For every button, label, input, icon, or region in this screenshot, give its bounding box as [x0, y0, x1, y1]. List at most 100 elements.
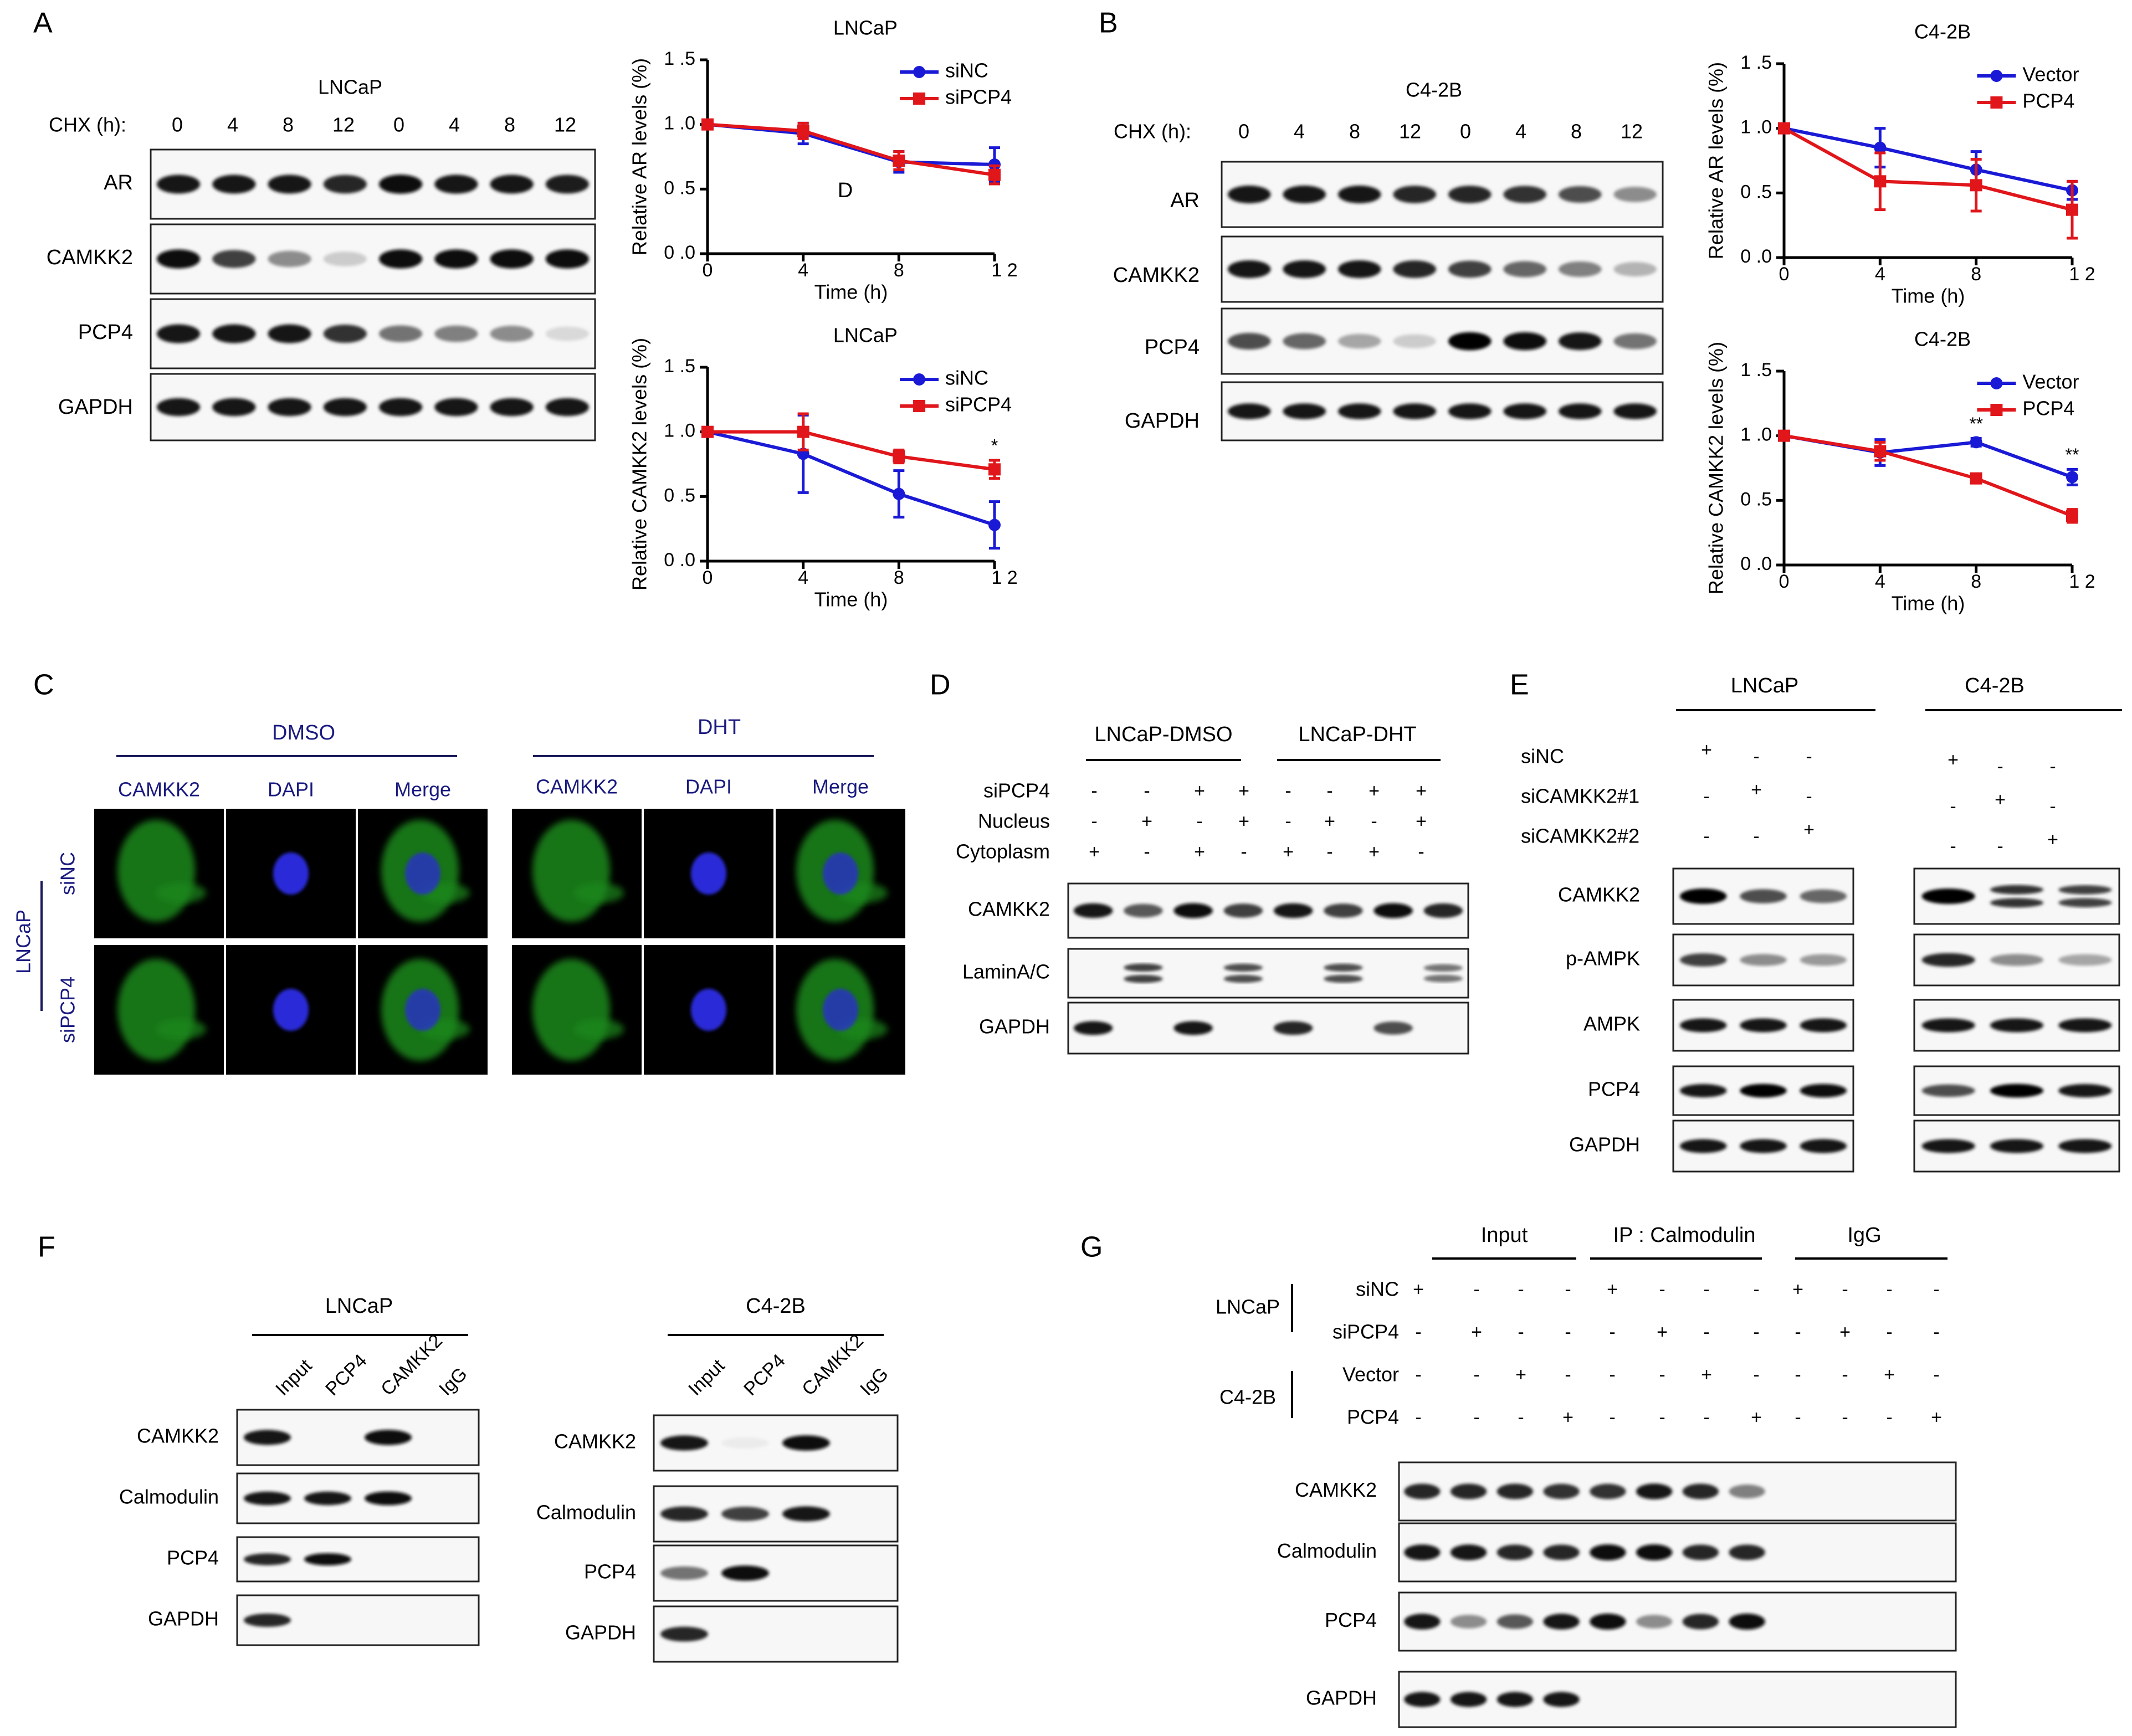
- band: [1921, 1139, 1975, 1153]
- panel-e-row-label: PCP4: [1588, 1078, 1640, 1101]
- blue-nucleus: [273, 989, 309, 1031]
- panel-d-condition-label: Nucleus: [978, 810, 1050, 833]
- panel-g-mark: +: [1751, 1407, 1762, 1428]
- panel-b-row-label: GAPDH: [1125, 409, 1200, 433]
- band: [1679, 1018, 1727, 1033]
- band: [1921, 953, 1975, 967]
- band: [1543, 1614, 1580, 1630]
- panel-letter-e: E: [1510, 669, 1529, 701]
- panel-g-mark: -: [1795, 1407, 1801, 1428]
- panel-e-blot-c42b: [1913, 999, 2120, 1052]
- panel-g-mark: -: [1795, 1364, 1801, 1385]
- panel-d-mark: +: [1238, 780, 1249, 802]
- band: [721, 1507, 769, 1521]
- blot-frame: [1398, 1671, 1957, 1728]
- data-point: [893, 155, 905, 167]
- band: [1448, 260, 1492, 278]
- band: [1590, 1614, 1626, 1630]
- band: [1223, 963, 1263, 972]
- band: [545, 249, 589, 269]
- legend-label: siNC: [945, 59, 988, 82]
- panel-g-mark: -: [1473, 1407, 1479, 1428]
- y-tick-label: 0 .0: [1740, 553, 1772, 574]
- green-process: [574, 883, 624, 903]
- band: [1450, 1615, 1487, 1629]
- panel-d-mark: +: [1369, 841, 1380, 862]
- band: [1800, 889, 1847, 903]
- x-tick-label: 4: [1875, 264, 1885, 285]
- panel-g-mark: -: [1565, 1279, 1571, 1300]
- band: [1990, 954, 2044, 966]
- band: [304, 1553, 352, 1566]
- panel-g-mark: -: [1659, 1279, 1665, 1300]
- panel-d-blot: [1067, 1001, 1469, 1055]
- band: [1324, 963, 1363, 972]
- band: [660, 1435, 708, 1451]
- data-point: [1778, 429, 1790, 442]
- band: [1613, 261, 1657, 277]
- band: [1448, 403, 1492, 419]
- panel-e-blot-c42b: [1913, 1065, 2120, 1116]
- series-vector: Vector: [1778, 371, 2079, 486]
- panel-g-mark: -: [1609, 1364, 1615, 1385]
- panel-a-time-label: 8: [283, 114, 294, 136]
- band: [1990, 885, 2044, 895]
- panel-e-row-label: CAMKK2: [1558, 884, 1640, 906]
- panel-c-column-label: Merge: [394, 778, 451, 801]
- band: [1337, 260, 1381, 279]
- panel-g-mark: -: [1795, 1322, 1801, 1343]
- band: [2058, 1139, 2112, 1153]
- panel-f-blot-c42b: [653, 1485, 899, 1543]
- green-process: [156, 883, 206, 903]
- panel-c-row-label: siPCP4: [57, 977, 79, 1043]
- micrograph-tile: [94, 809, 224, 938]
- panel-d-mark: +: [1141, 811, 1152, 832]
- series-line: [1784, 434, 2073, 518]
- panel-g-mark: +: [1413, 1279, 1424, 1300]
- band: [364, 1430, 412, 1445]
- band: [721, 1437, 769, 1449]
- band: [660, 1626, 708, 1642]
- panel-e-row-label: AMPK: [1583, 1013, 1640, 1035]
- line-chart: LNCaP 0 .0 0 .5 1 .0 1 .5 0 4 8 1 2 Time (h) Relat…: [628, 324, 1018, 611]
- x-tick-label: 1 2: [2069, 571, 2095, 592]
- band: [1679, 1139, 1727, 1153]
- band: [545, 326, 589, 341]
- panel-e-blot-lncap: [1672, 933, 1854, 987]
- band: [1613, 403, 1657, 419]
- panel-b-time-label: 8: [1349, 120, 1360, 143]
- band: [2058, 885, 2112, 895]
- band: [1679, 953, 1727, 967]
- panel-c-column-label: Merge: [812, 775, 869, 798]
- band: [1450, 1692, 1487, 1707]
- panel-a-row-label: CAMKK2: [47, 246, 133, 269]
- band: [1073, 903, 1113, 918]
- band: [1448, 186, 1492, 203]
- panel-d-blot: [1067, 948, 1469, 999]
- panel-g-group-label: IgG: [1847, 1224, 1881, 1247]
- band: [1921, 1084, 1975, 1097]
- panel-b-chx-label: CHX (h):: [1114, 120, 1191, 143]
- legend-marker: [1990, 404, 2003, 416]
- line-chart: C4-2B 0 .0 0 .5 1 .0 1 .5 0 4 8 1 2 Time (h) Relat…: [1705, 20, 2095, 307]
- band: [1404, 1614, 1441, 1630]
- band: [1404, 1483, 1441, 1499]
- panel-d-group-label: LNCaP-DHT: [1298, 723, 1416, 746]
- panel-g-mark: +: [1515, 1364, 1526, 1385]
- panel-d-condition-label: Cytoplasm: [956, 840, 1050, 863]
- band: [2058, 898, 2112, 907]
- panel-b-time-label: 12: [1399, 120, 1421, 143]
- panel-f-group-label: LNCaP: [325, 1295, 393, 1318]
- blue-nucleus: [405, 989, 440, 1031]
- y-tick-label: 1 .5: [1740, 359, 1772, 381]
- panel-e-condition-label: siCAMKK2#1: [1521, 785, 1639, 808]
- panel-c-column-label: DAPI: [685, 775, 732, 798]
- micrograph-tile: [94, 945, 224, 1075]
- band: [1800, 1018, 1847, 1033]
- panel-b-row-label: PCP4: [1145, 336, 1200, 359]
- panel-g-mark: -: [1933, 1279, 1939, 1300]
- band: [434, 325, 478, 342]
- band: [364, 1491, 412, 1506]
- panel-d-mark: +: [1416, 811, 1427, 832]
- band: [1283, 260, 1326, 279]
